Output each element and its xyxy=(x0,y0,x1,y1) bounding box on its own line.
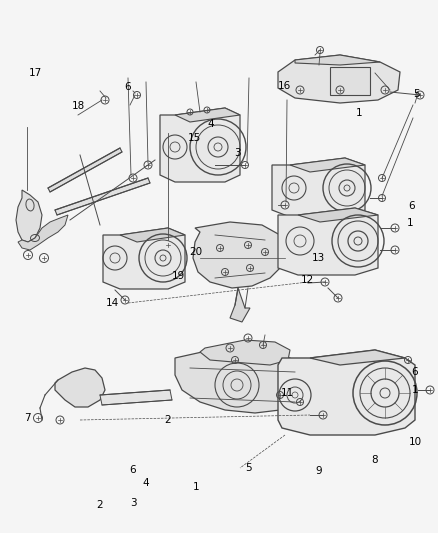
Text: 1: 1 xyxy=(407,218,413,228)
Polygon shape xyxy=(103,228,185,289)
Text: 1: 1 xyxy=(412,385,418,395)
Text: 3: 3 xyxy=(130,498,136,508)
Text: 11: 11 xyxy=(280,388,293,398)
Text: 2: 2 xyxy=(165,415,171,425)
Text: 3: 3 xyxy=(234,148,240,158)
Text: 6: 6 xyxy=(125,82,131,92)
Polygon shape xyxy=(295,55,380,65)
Polygon shape xyxy=(272,158,365,217)
Text: 6: 6 xyxy=(130,465,136,475)
Polygon shape xyxy=(230,288,250,322)
Text: 7: 7 xyxy=(24,413,30,423)
Text: 4: 4 xyxy=(208,119,214,129)
Polygon shape xyxy=(278,350,415,435)
Text: 5: 5 xyxy=(246,463,252,473)
Text: 17: 17 xyxy=(28,68,42,78)
Polygon shape xyxy=(290,158,365,172)
Text: 1: 1 xyxy=(356,108,362,118)
Polygon shape xyxy=(175,108,240,122)
Polygon shape xyxy=(298,208,378,222)
Text: 2: 2 xyxy=(97,500,103,510)
Polygon shape xyxy=(18,215,68,250)
Text: 6: 6 xyxy=(412,367,418,377)
Text: 12: 12 xyxy=(300,275,314,285)
Polygon shape xyxy=(278,55,400,103)
Text: 19: 19 xyxy=(171,271,185,281)
Polygon shape xyxy=(100,390,172,405)
Text: 13: 13 xyxy=(311,253,325,263)
Polygon shape xyxy=(55,178,150,215)
Text: 4: 4 xyxy=(143,478,149,488)
Polygon shape xyxy=(193,222,285,288)
Polygon shape xyxy=(278,208,378,275)
Text: 14: 14 xyxy=(106,298,119,308)
Text: 5: 5 xyxy=(413,89,420,99)
Polygon shape xyxy=(175,348,308,413)
Text: 6: 6 xyxy=(409,201,415,211)
Text: 18: 18 xyxy=(71,101,85,111)
Polygon shape xyxy=(120,228,185,242)
Text: 20: 20 xyxy=(190,247,202,257)
Polygon shape xyxy=(55,368,105,407)
Text: 15: 15 xyxy=(187,133,201,143)
Polygon shape xyxy=(16,190,42,242)
Polygon shape xyxy=(160,108,240,182)
Polygon shape xyxy=(200,340,290,365)
Text: 1: 1 xyxy=(193,482,199,492)
Polygon shape xyxy=(310,350,405,365)
Text: 10: 10 xyxy=(409,437,421,447)
Text: 9: 9 xyxy=(316,466,322,476)
Polygon shape xyxy=(48,148,122,192)
Text: 16: 16 xyxy=(277,81,291,91)
FancyBboxPatch shape xyxy=(330,67,370,95)
Text: 8: 8 xyxy=(372,455,378,465)
